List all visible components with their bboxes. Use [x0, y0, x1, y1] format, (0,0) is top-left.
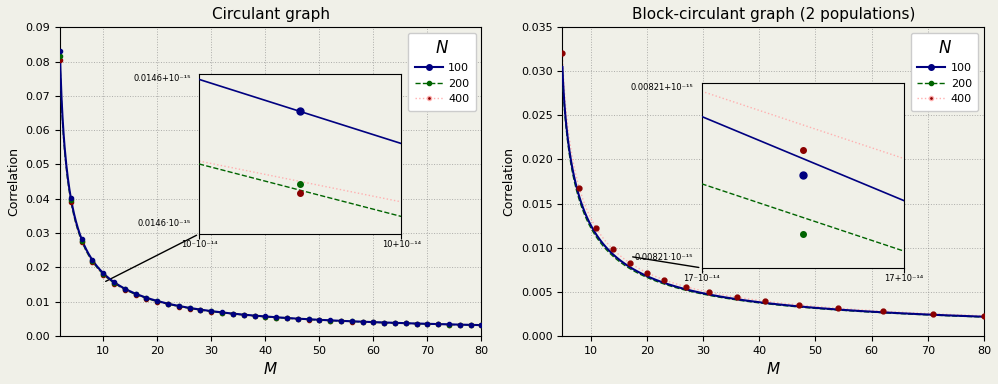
Title: Block-circulant graph (2 populations): Block-circulant graph (2 populations) [632, 7, 915, 22]
Y-axis label: Correlation: Correlation [502, 147, 515, 216]
Title: Circulant graph: Circulant graph [212, 7, 329, 22]
X-axis label: $M$: $M$ [263, 361, 278, 377]
Legend: 100, 200, 400: 100, 200, 400 [910, 33, 978, 111]
Y-axis label: Correlation: Correlation [7, 147, 20, 216]
Text: 0.0146+10⁻¹⁵: 0.0146+10⁻¹⁵ [133, 74, 191, 83]
Text: 0.0146·10⁻¹⁵: 0.0146·10⁻¹⁵ [138, 219, 191, 228]
Text: 0.00821·10⁻¹⁵: 0.00821·10⁻¹⁵ [635, 253, 694, 262]
Text: 0.00821+10⁻¹⁵: 0.00821+10⁻¹⁵ [631, 83, 694, 92]
X-axis label: $M$: $M$ [765, 361, 780, 377]
Legend: 100, 200, 400: 100, 200, 400 [408, 33, 476, 111]
